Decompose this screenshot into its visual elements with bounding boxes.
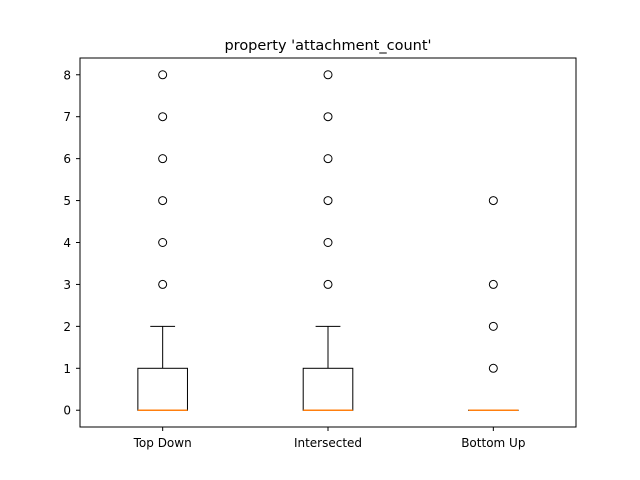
- outlier-point: [323, 154, 333, 164]
- y-tick-label: 2: [63, 320, 71, 334]
- y-tick-label: 0: [63, 404, 71, 418]
- y-tick-label: 6: [63, 152, 71, 166]
- y-tick-label: 7: [63, 110, 71, 124]
- x-tick-label: Top Down: [133, 436, 192, 450]
- y-tick-label: 1: [63, 362, 71, 376]
- chart-title: property 'attachment_count': [224, 38, 431, 54]
- outlier-point: [488, 196, 498, 206]
- y-tick-label: 3: [63, 278, 71, 292]
- outlier-point: [158, 196, 168, 206]
- outlier-point: [158, 154, 168, 164]
- axes-frame: [79, 57, 577, 428]
- plot-area: 0 1 2 3 4 5 6 7 8 Top Down Intersected Bottom Up: [63, 68, 525, 450]
- outlier-point: [158, 112, 168, 122]
- outlier-point: [158, 238, 168, 247]
- y-tick-label: 8: [63, 68, 71, 82]
- y-tick-label: 4: [63, 236, 71, 250]
- x-tick-label: Bottom Up: [461, 436, 525, 450]
- outlier-point: [323, 279, 333, 289]
- outlier-point: [323, 238, 333, 247]
- outlier-point: [158, 70, 168, 80]
- outlier-point: [488, 363, 498, 373]
- outlier-point: [488, 321, 498, 331]
- outlier-point: [323, 196, 333, 206]
- x-tick-label: Intersected: [294, 436, 362, 450]
- y-tick-label: 5: [63, 194, 71, 208]
- outlier-point: [488, 279, 498, 289]
- outlier-point: [158, 279, 168, 289]
- outlier-point: [323, 112, 333, 122]
- outlier-point: [323, 70, 333, 80]
